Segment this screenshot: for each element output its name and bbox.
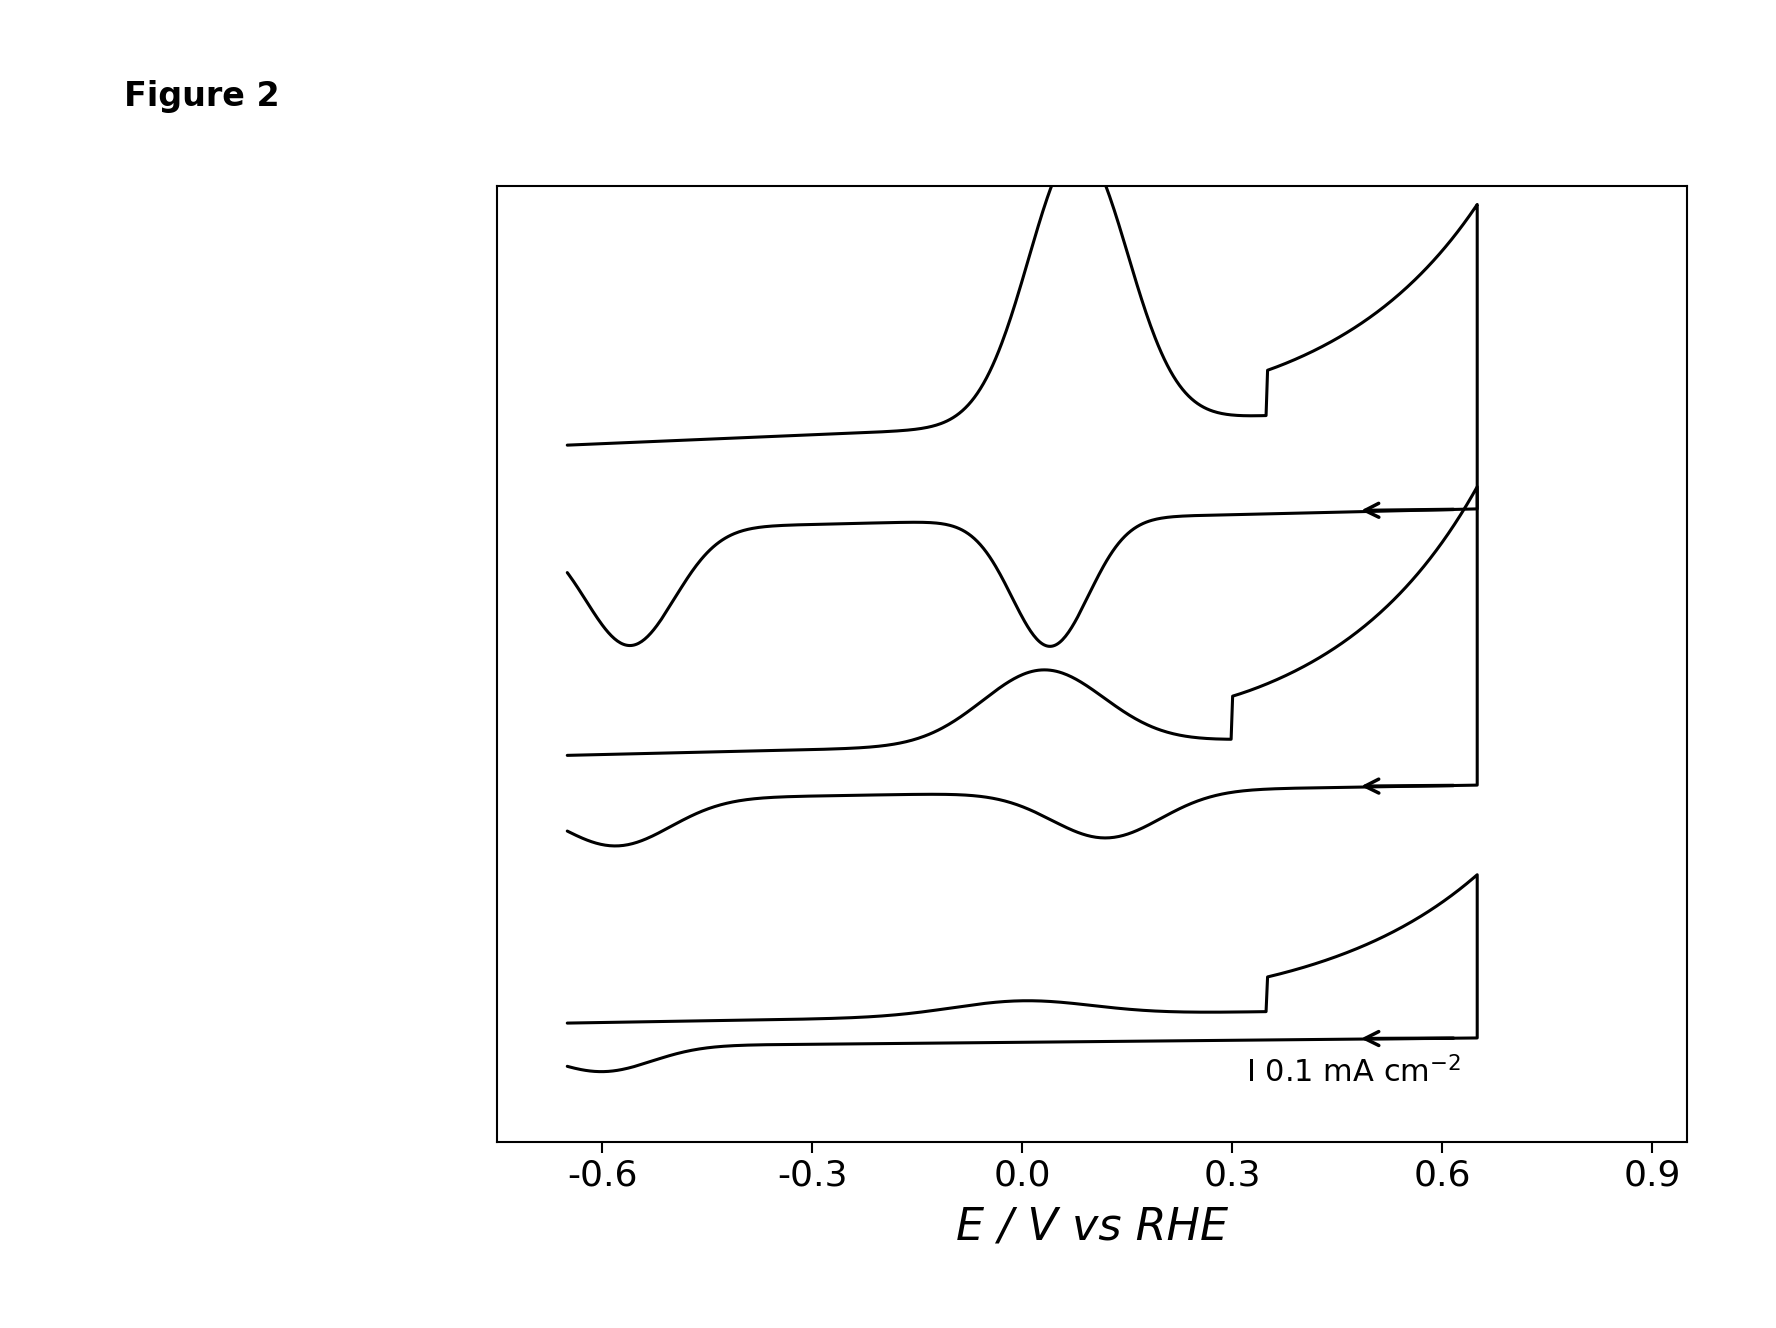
X-axis label: E / V vs RHE: E / V vs RHE (955, 1206, 1229, 1248)
Text: Figure 2: Figure 2 (124, 80, 281, 113)
Text: I 0.1 mA cm$^{-2}$: I 0.1 mA cm$^{-2}$ (1247, 1056, 1462, 1089)
